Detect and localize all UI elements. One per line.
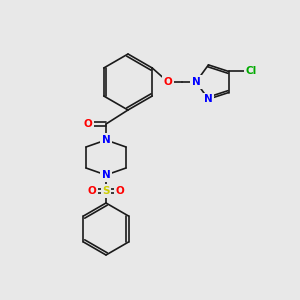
Text: O: O	[116, 186, 124, 196]
Text: N: N	[192, 77, 200, 87]
Text: N: N	[102, 135, 110, 145]
Text: O: O	[164, 77, 172, 87]
Text: O: O	[84, 119, 92, 129]
Text: N: N	[204, 94, 213, 104]
Text: Cl: Cl	[246, 66, 257, 76]
Text: O: O	[88, 186, 96, 196]
Text: S: S	[102, 186, 110, 196]
Text: N: N	[102, 170, 110, 180]
